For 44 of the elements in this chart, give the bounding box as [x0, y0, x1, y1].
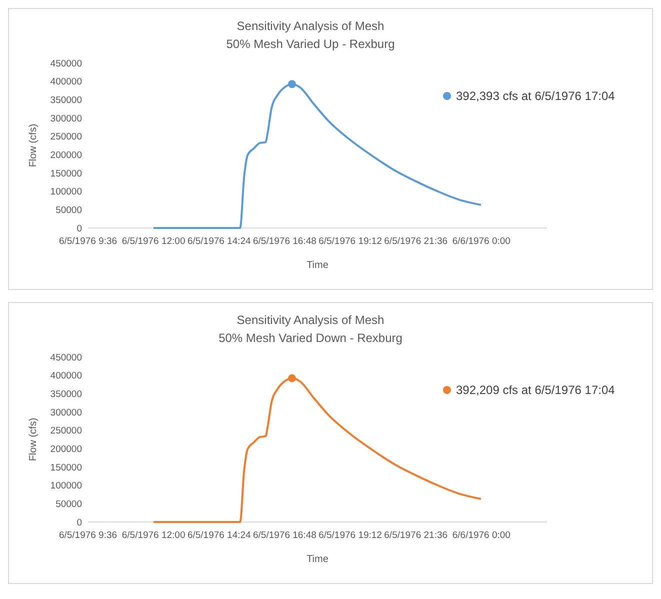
- y-tick-label: 200000: [50, 444, 82, 455]
- y-axis-title: Flow (cfs): [28, 124, 39, 168]
- x-tick-label: 6/5/1976 14:24: [187, 236, 251, 247]
- y-tick-label: 0: [76, 517, 82, 528]
- y-tick-label: 50000: [56, 498, 82, 510]
- y-tick-label: 350000: [50, 94, 82, 106]
- x-tick-label: 6/5/1976 12:00: [122, 236, 186, 247]
- x-tick-label: 6/5/1976 16:48: [253, 530, 316, 541]
- x-tick-label: 6/5/1976 14:24: [187, 530, 251, 541]
- y-tick-label: 300000: [50, 113, 82, 124]
- chart-subtitle: 50% Mesh Varied Down - Rexburg: [218, 331, 402, 345]
- x-tick-label: 6/5/1976 12:00: [122, 530, 186, 541]
- y-tick-label: 100000: [50, 480, 82, 492]
- legend-label: 392,393 cfs at 6/5/1976 17:04: [456, 89, 616, 104]
- y-tick-label: 450000: [50, 352, 82, 364]
- x-tick-label: 6/5/1976 16:48: [253, 236, 316, 247]
- y-tick-label: 400000: [50, 370, 82, 382]
- x-tick-label: 6/5/1976 9:36: [58, 236, 118, 247]
- y-tick-label: 250000: [50, 132, 82, 143]
- chart-title: Sensitivity Analysis of Mesh: [236, 19, 384, 33]
- y-tick-label: 150000: [50, 168, 82, 180]
- x-tick-label: 6/5/1976 19:12: [318, 530, 382, 541]
- x-tick-label: 6/5/1976 19:12: [318, 236, 382, 247]
- y-tick-label: 300000: [50, 407, 82, 418]
- x-axis-title: Time: [306, 260, 329, 271]
- y-tick-label: 50000: [56, 204, 82, 216]
- x-tick-label: 6/6/1976 0:00: [452, 530, 510, 541]
- y-tick-label: 250000: [50, 426, 82, 437]
- x-axis-title: Time: [306, 554, 329, 565]
- chart-title: Sensitivity Analysis of Mesh: [236, 313, 384, 327]
- y-tick-label: 100000: [50, 186, 82, 198]
- y-tick-label: 0: [76, 223, 82, 234]
- y-axis-title: Flow (cfs): [28, 418, 39, 462]
- y-tick-label: 350000: [50, 388, 82, 400]
- y-tick-label: 400000: [50, 76, 82, 88]
- legend-label: 392,209 cfs at 6/5/1976 17:04: [456, 383, 616, 398]
- x-tick-label: 6/5/1976 21:36: [384, 236, 448, 247]
- x-tick-label: 6/5/1976 9:36: [58, 530, 118, 541]
- y-tick-label: 150000: [50, 462, 82, 474]
- chart-subtitle: 50% Mesh Varied Up - Rexburg: [226, 37, 395, 51]
- x-tick-label: 6/5/1976 21:36: [384, 530, 448, 541]
- x-tick-label: 6/6/1976 0:00: [452, 236, 510, 247]
- y-tick-label: 200000: [50, 150, 82, 161]
- y-tick-label: 450000: [50, 58, 82, 70]
